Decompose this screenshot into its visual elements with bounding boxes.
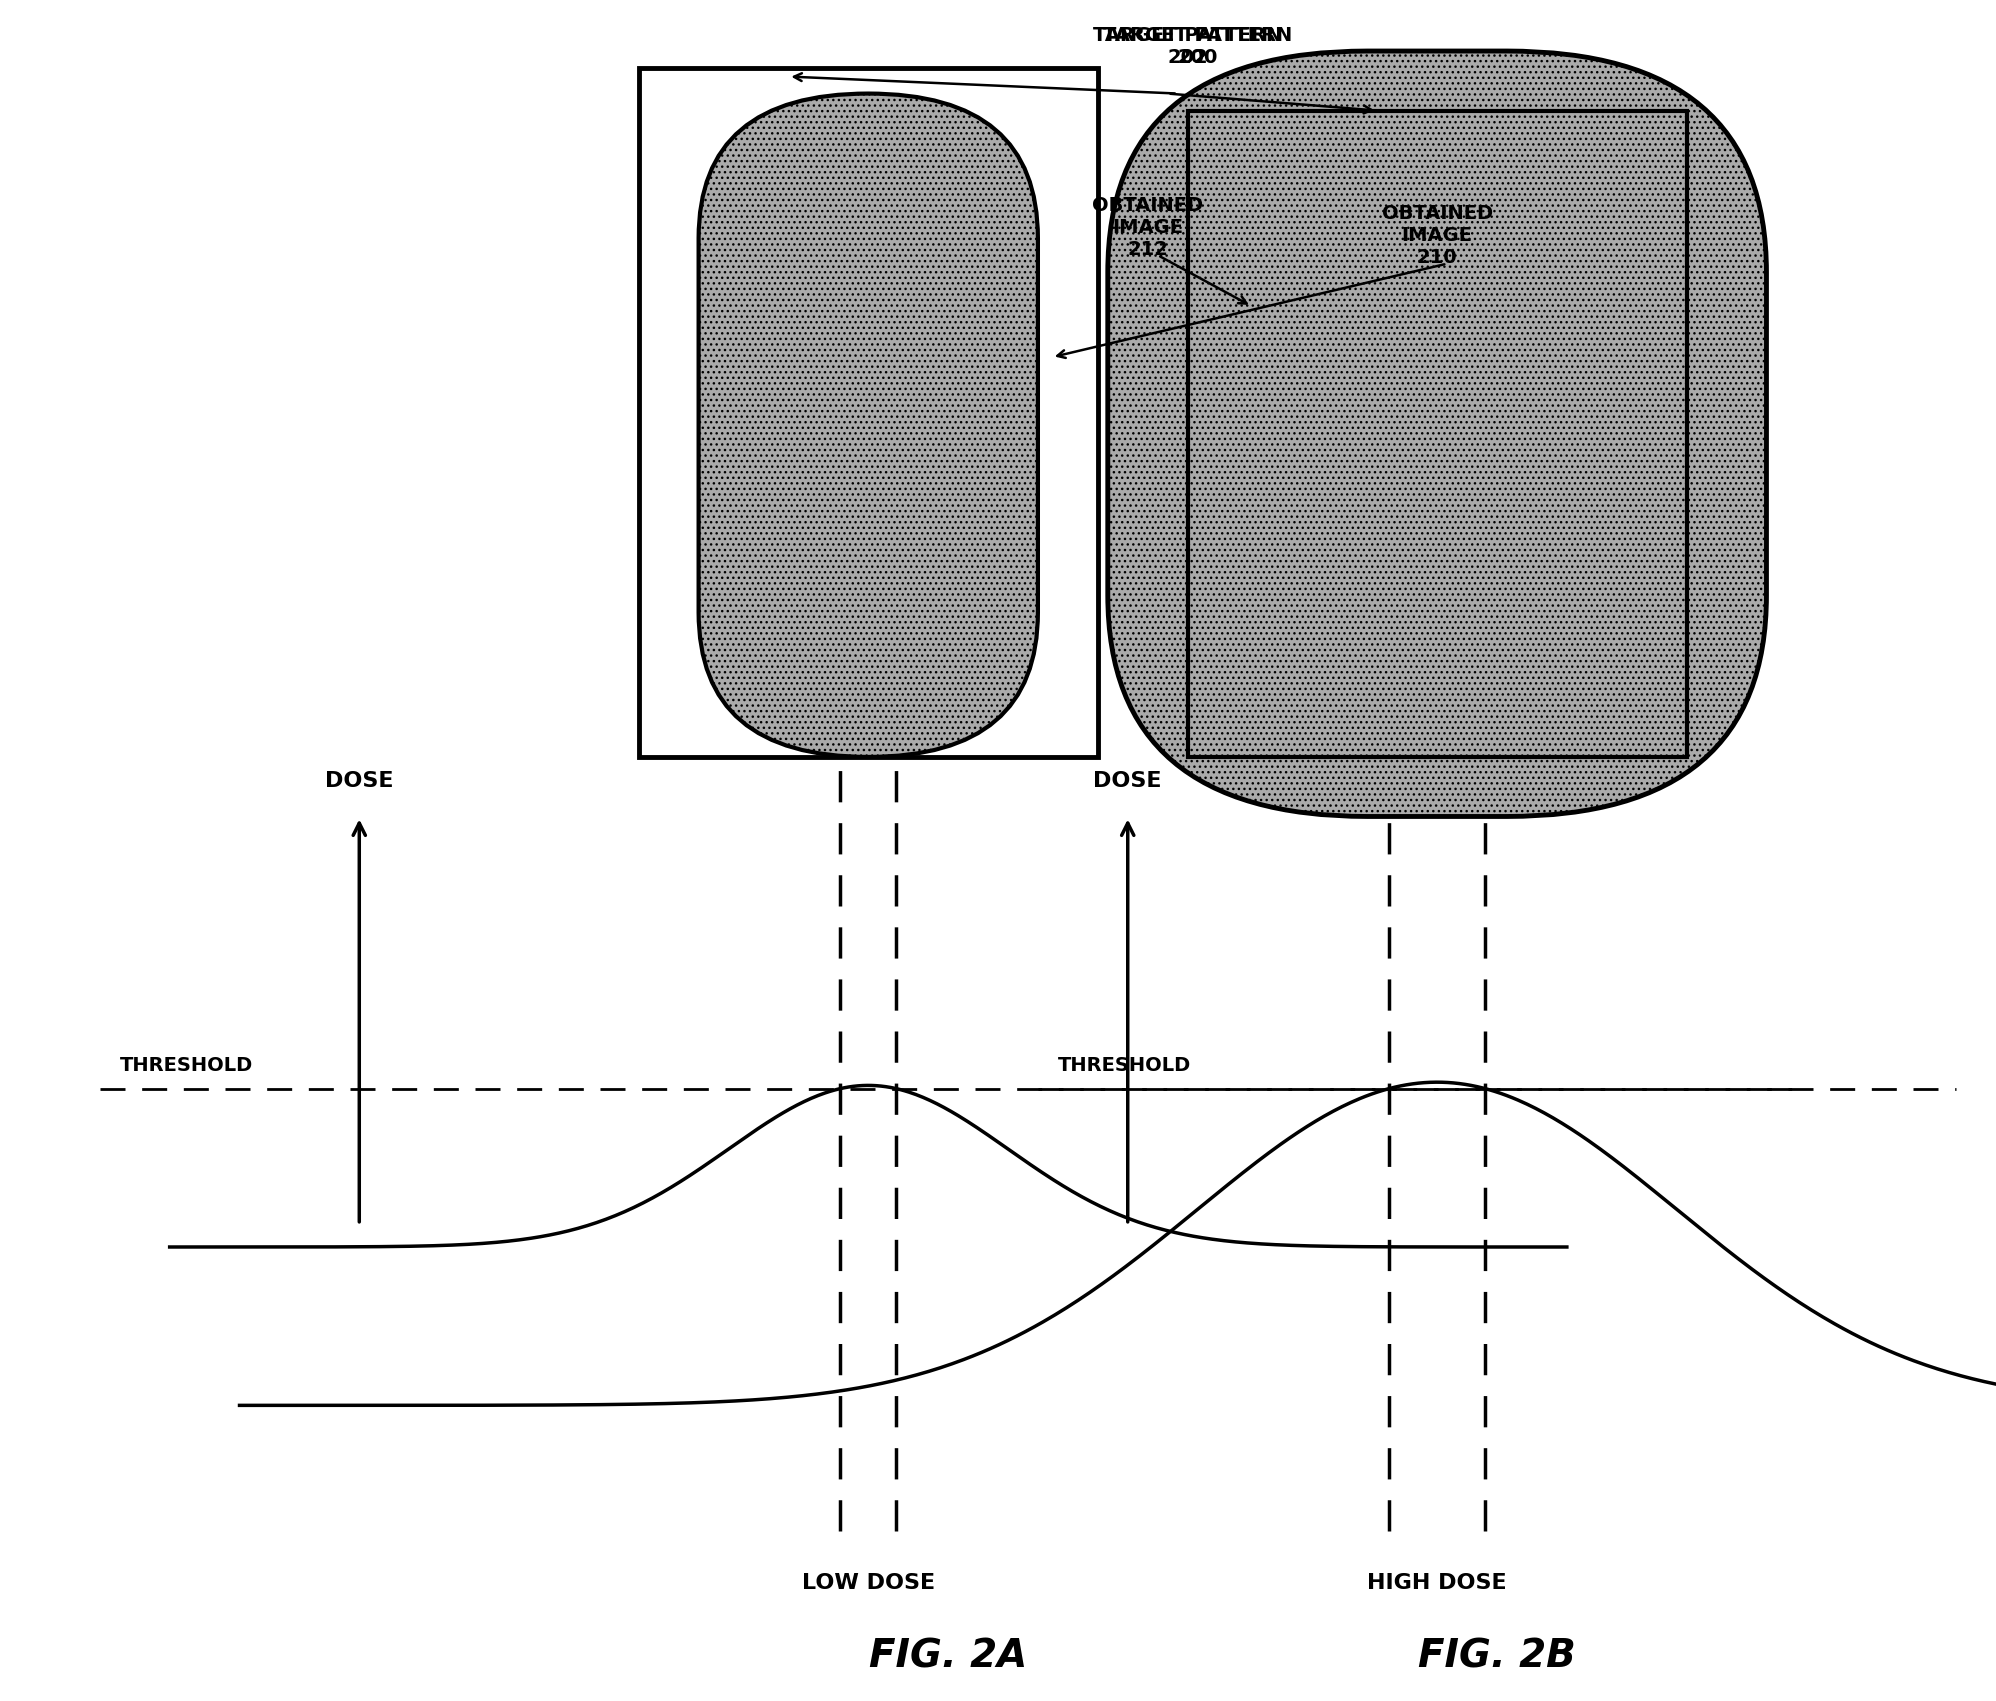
Bar xyxy=(639,68,1098,757)
Bar xyxy=(1188,111,1687,757)
Text: TARGET PATTERN
200: TARGET PATTERN 200 xyxy=(1104,26,1291,66)
FancyBboxPatch shape xyxy=(1108,51,1766,816)
Text: DOSE: DOSE xyxy=(325,771,393,791)
Text: FIG. 2B: FIG. 2B xyxy=(1417,1638,1577,1675)
Text: OBTAINED
IMAGE
212: OBTAINED IMAGE 212 xyxy=(1092,196,1204,259)
FancyBboxPatch shape xyxy=(699,94,1038,757)
Text: OBTAINED
IMAGE
210: OBTAINED IMAGE 210 xyxy=(1381,204,1493,267)
Text: THRESHOLD: THRESHOLD xyxy=(1058,1056,1192,1075)
Text: THRESHOLD: THRESHOLD xyxy=(120,1056,253,1075)
Text: FIG. 2A: FIG. 2A xyxy=(868,1638,1028,1675)
Text: TARGET PATTERN
202: TARGET PATTERN 202 xyxy=(1094,26,1281,66)
Text: DOSE: DOSE xyxy=(1094,771,1162,791)
Text: LOW DOSE: LOW DOSE xyxy=(802,1573,934,1594)
Text: HIGH DOSE: HIGH DOSE xyxy=(1367,1573,1507,1594)
